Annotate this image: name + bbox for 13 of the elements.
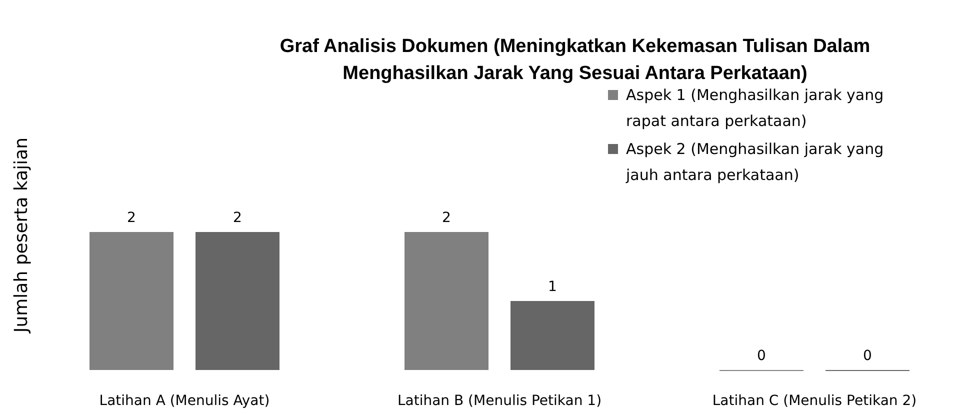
data-label: 2 [127, 210, 136, 226]
y-axis-title: Jumlah peserta kajian [11, 137, 32, 334]
data-label: 1 [548, 279, 557, 295]
data-label: 2 [233, 210, 242, 226]
data-label: 2 [442, 210, 451, 226]
x-tick-label: Latihan A (Menulis Ayat) [99, 393, 270, 409]
legend-label: Aspek 2 (Menghasilkan jarak yang jauh antara perkataan) [625, 140, 884, 184]
legend-label: Aspek 1 (Menghasilkan jarak yang rapat antara perkataan) [626, 86, 884, 130]
data-label: 0 [863, 348, 872, 364]
x-tick-label: Latihan C (Menulis Petikan 2) [712, 393, 917, 409]
data-label: 0 [757, 348, 766, 364]
chart-title: Graf Analisis Dokumen (Meningkatkan Kekemasan Tulisan Dalam Menghasilkan Jarak Yang Sesuai Antara Perkataan) [280, 36, 870, 84]
x-tick-label: Latihan B (Menulis Petikan 1) [397, 393, 602, 409]
